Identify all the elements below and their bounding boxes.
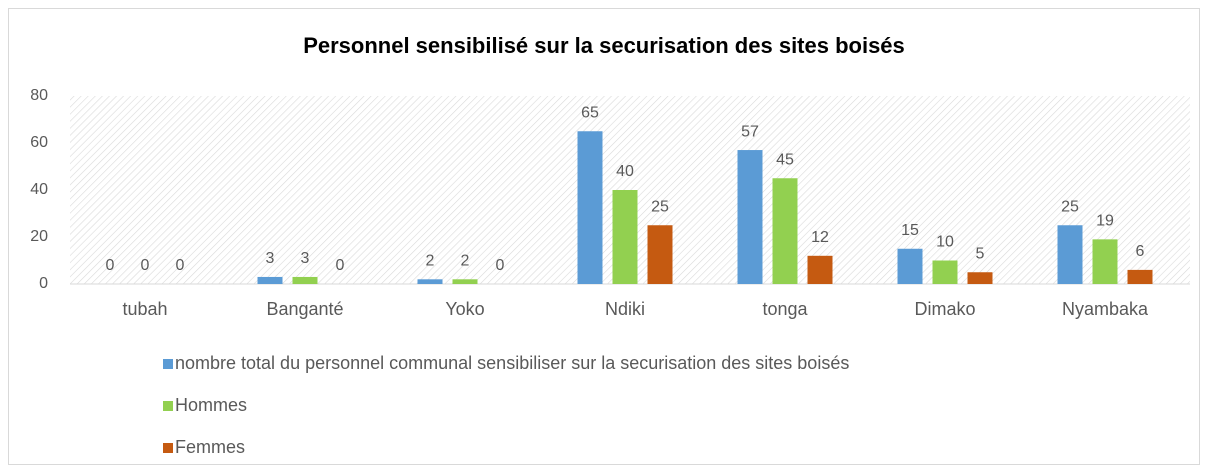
data-label: 0 [141,257,150,274]
bar [897,248,923,284]
legend-swatch [163,401,173,411]
legend-label: nombre total du personnel communal sensi… [175,353,849,373]
bar [257,276,283,284]
bar [647,225,673,284]
data-label: 15 [901,222,919,239]
legend-swatch [163,443,173,453]
data-label: 2 [426,253,435,270]
data-label: 10 [936,234,954,251]
data-label: 6 [1136,243,1145,260]
bar [932,260,958,284]
data-label: 0 [496,257,505,274]
bar [577,131,603,284]
data-label: 40 [616,163,634,180]
bar [1057,225,1083,284]
data-label: 0 [176,257,185,274]
bar [452,279,478,284]
x-tick-label: Dimako [914,299,975,319]
x-tick-label: Nyambaka [1062,299,1149,319]
data-label: 3 [266,250,275,267]
bar [1092,239,1118,284]
y-tick-label: 80 [30,87,48,104]
legend-swatch [163,359,173,369]
chart-title: Personnel sensibilisé sur la securisatio… [303,33,905,58]
bar [737,150,763,284]
x-tick-label: tonga [762,299,808,319]
data-label: 0 [106,257,115,274]
x-tick-label: Yoko [445,299,484,319]
data-label: 57 [741,123,759,140]
x-tick-label: tubah [122,299,167,319]
y-tick-label: 0 [39,275,48,292]
bar [417,279,443,284]
data-label: 0 [336,257,345,274]
y-tick-label: 20 [30,228,48,245]
bar [1127,269,1153,284]
data-label: 25 [1061,198,1079,215]
bar [807,255,833,284]
bar [772,178,798,284]
legend-label: Femmes [175,437,245,457]
data-label: 65 [581,104,599,121]
data-label: 2 [461,253,470,270]
legend-label: Hommes [175,395,247,415]
data-label: 19 [1096,213,1114,230]
data-label: 3 [301,250,310,267]
data-label: 5 [976,245,985,262]
x-tick-label: Ndiki [605,299,645,319]
data-label: 45 [776,151,794,168]
bar [612,190,638,284]
y-tick-label: 40 [30,181,48,198]
data-label: 12 [811,229,829,246]
y-tick-label: 60 [30,134,48,151]
x-tick-label: Banganté [266,299,343,319]
bar [292,276,318,284]
data-label: 25 [651,198,669,215]
bar [967,272,993,284]
